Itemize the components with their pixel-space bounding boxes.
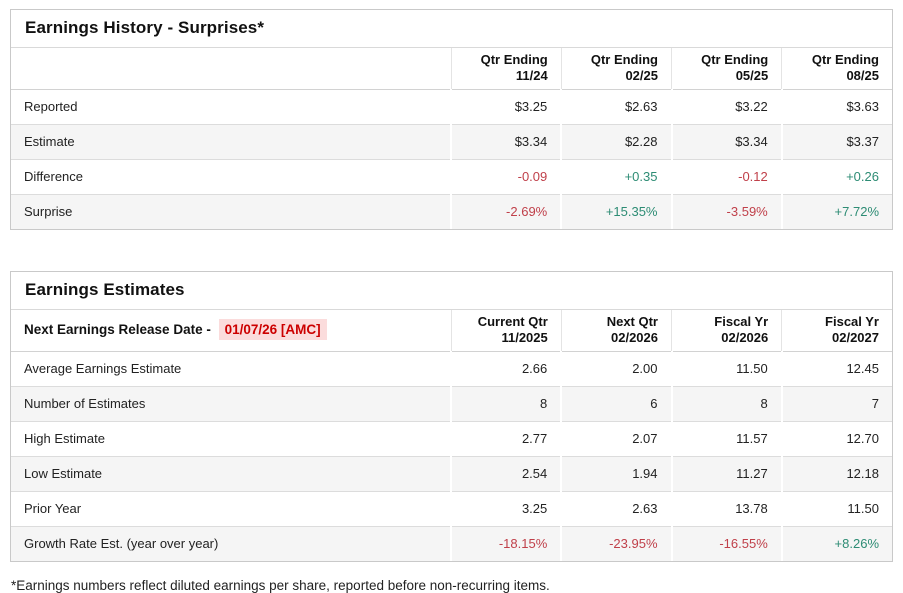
column-header: Current Qtr 11/2025 [450,310,562,352]
earnings-history-title: Earnings History - Surprises* [11,10,892,48]
cell-value: $3.34 [449,124,562,160]
earnings-estimates-header-row: Next Earnings Release Date - 01/07/26 [A… [11,310,892,352]
row-label: Prior Year [24,501,82,516]
table-row: Reported $3.25 $2.63 $3.22 $3.63 [11,89,892,125]
column-header: Fiscal Yr 02/2027 [781,310,892,352]
next-earnings-release-date: 01/07/26 [AMC] [218,319,327,340]
row-label: High Estimate [24,431,105,446]
cell-value: -16.55% [670,526,782,561]
table-row: Low Estimate 2.54 1.94 11.27 12.18 [11,456,892,492]
next-earnings-release-cell: Next Earnings Release Date - 01/07/26 [A… [11,310,451,352]
cell-value: $2.63 [560,89,672,125]
earnings-history-body: Reported $3.25 $2.63 $3.22 $3.63 Estimate $3.3… [11,89,892,229]
row-label: Estimate [24,134,75,149]
cell-value: -18.15% [449,526,562,561]
column-header: Qtr Ending 02/25 [560,48,672,90]
cell-value: -23.95% [560,526,672,561]
cell-value: +15.35% [560,194,672,229]
cell-value: $3.37 [780,124,892,160]
cell-value: +0.35 [560,159,672,195]
cell-value: 12.45 [780,351,892,387]
cell-value: 2.66 [449,351,562,387]
column-header: Qtr Ending 11/24 [450,48,562,90]
cell-value: 6 [560,386,672,422]
earnings-history-panel: Earnings History - Surprises* Qtr Ending… [10,9,893,230]
table-row: Estimate $3.34 $2.28 $3.34 $3.37 [11,124,892,160]
earnings-estimates-body: Average Earnings Estimate 2.66 2.00 11.50 12… [11,351,892,561]
cell-value: $3.63 [780,89,892,125]
cell-value: 2.00 [560,351,672,387]
table-row: Prior Year 3.25 2.63 13.78 11.50 [11,491,892,527]
row-label: Low Estimate [24,466,103,481]
cell-value: -2.69% [449,194,562,229]
cell-value: 12.18 [780,456,892,492]
earnings-estimates-panel: Earnings Estimates Next Earnings Release… [10,271,893,562]
row-label: Difference [24,169,84,184]
column-header: Next Qtr 02/2026 [560,310,672,352]
cell-value: -0.09 [449,159,562,195]
earnings-estimates-title: Earnings Estimates [11,272,892,310]
earnings-estimates-table: Next Earnings Release Date - 01/07/26 [A… [11,310,892,561]
cell-value: 1.94 [560,456,672,492]
column-header: Fiscal Yr 02/2026 [670,310,782,352]
cell-value: 2.54 [449,456,562,492]
cell-value: 11.50 [780,491,892,527]
cell-value: 2.63 [560,491,672,527]
row-label: Number of Estimates [24,396,146,411]
row-label: Surprise [24,204,73,219]
cell-value: $3.34 [670,124,782,160]
earnings-history-table: Qtr Ending 11/24 Qtr Ending 02/25 Qtr Ending… [11,48,892,229]
cell-value: +8.26% [780,526,892,561]
next-earnings-release-label: Next Earnings Release Date - [24,322,211,337]
cell-value: 12.70 [780,421,892,457]
cell-value: 8 [449,386,562,422]
cell-value: 11.50 [670,351,782,387]
cell-value: +7.72% [780,194,892,229]
cell-value: $3.25 [449,89,562,125]
table-row: Number of Estimates 8 6 8 7 [11,386,892,422]
cell-value: 2.07 [560,421,672,457]
table-row: Surprise -2.69% +15.35% -3.59% +7.72% [11,194,892,229]
row-label: Average Earnings Estimate [24,361,182,376]
empty-header-cell [11,48,451,90]
row-label: Growth Rate Est. (year over year) [24,536,219,551]
cell-value: 7 [780,386,892,422]
cell-value: 2.77 [449,421,562,457]
cell-value: $3.22 [670,89,782,125]
row-label: Reported [24,99,78,114]
cell-value: +0.26 [780,159,892,195]
column-header: Qtr Ending 08/25 [781,48,892,90]
cell-value: -0.12 [670,159,782,195]
earnings-history-header-row: Qtr Ending 11/24 Qtr Ending 02/25 Qtr Ending… [11,48,892,90]
cell-value: 11.27 [670,456,782,492]
table-row: Growth Rate Est. (year over year) -18.15%… [11,526,892,561]
table-row: Average Earnings Estimate 2.66 2.00 11.50 12… [11,351,892,387]
cell-value: 13.78 [670,491,782,527]
panel-gap [10,230,893,271]
cell-value: -3.59% [670,194,782,229]
cell-value: 3.25 [449,491,562,527]
table-row: High Estimate 2.77 2.07 11.57 12.70 [11,421,892,457]
cell-value: 8 [670,386,782,422]
cell-value: $2.28 [560,124,672,160]
cell-value: 11.57 [670,421,782,457]
column-header: Qtr Ending 05/25 [670,48,782,90]
earnings-footnote: *Earnings numbers reflect diluted earnin… [11,578,550,593]
table-row: Difference -0.09 +0.35 -0.12 +0.26 [11,159,892,195]
